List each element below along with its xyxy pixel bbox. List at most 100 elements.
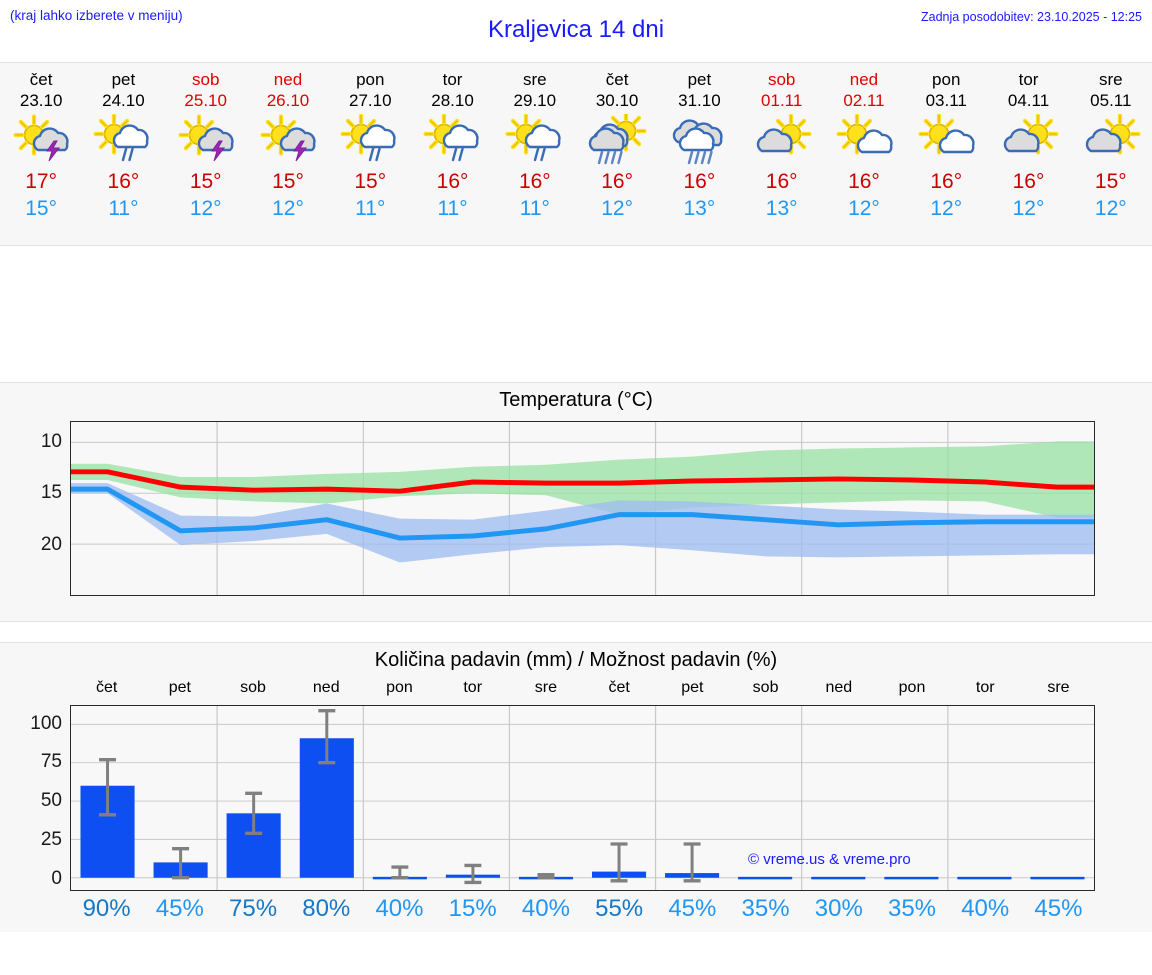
precipitation-x-label: tor — [975, 679, 995, 696]
day-name: tor — [1018, 70, 1039, 89]
precipitation-y-tick: 75 — [40, 751, 62, 773]
day-column[interactable]: ned 26.10 15° 12° — [247, 63, 329, 245]
day-max-temp: 15° — [189, 170, 222, 193]
day-column[interactable]: sob 25.10 15° 12° — [165, 63, 247, 245]
precipitation-y-tick: 0 — [51, 867, 62, 889]
precipitation-x-labels: čet pet sob ned pon tor sre čet pet sob ned pon tor s… — [70, 679, 1095, 697]
day-max-temp: 16° — [765, 170, 798, 193]
precipitation-probability: 35% — [887, 895, 937, 922]
day-column[interactable]: tor 04.11 16° 12° — [987, 63, 1069, 245]
sun-cloud-thunder-icon — [178, 114, 234, 162]
day-max-temp: 16° — [1012, 170, 1045, 193]
sun-cloud-rain-icon — [422, 114, 479, 162]
day-min-temp: 11° — [519, 197, 550, 220]
precipitation-probability: 75% — [229, 895, 278, 922]
day-min-temp: 11° — [437, 197, 468, 220]
day-column[interactable]: tor 28.10 16° 11° — [411, 63, 493, 245]
day-min-temp: 11° — [108, 197, 139, 220]
day-date: 27.10 — [348, 91, 392, 110]
day-name: čet — [605, 70, 629, 89]
day-name: ned — [849, 70, 879, 89]
day-name: sob — [767, 70, 796, 89]
precipitation-probability: 35% — [741, 895, 790, 922]
day-min-temp: 12° — [848, 197, 880, 220]
precipitation-x-label: tor — [463, 679, 483, 696]
precipitation-probability: 80% — [302, 895, 351, 922]
day-column[interactable]: pet 31.10 16° 13° — [658, 63, 740, 245]
precipitation-y-tick: 50 — [40, 790, 62, 812]
day-column[interactable]: sob 01.11 16° 13° — [741, 63, 823, 245]
day-date: 23.10 — [19, 91, 63, 110]
day-column[interactable]: pon 03.11 16° 12° — [905, 63, 987, 245]
day-date: 28.10 — [431, 91, 474, 110]
last-updated-text: Zadnja posodobitev: 23.10.2025 - 12:25 — [920, 10, 1142, 24]
precipitation-probability: 40% — [961, 895, 1010, 922]
day-min-temp: 13° — [765, 197, 798, 220]
day-column[interactable]: sre 29.10 16° 11° — [494, 63, 576, 245]
day-max-temp: 15° — [354, 170, 387, 193]
day-date: 02.11 — [843, 91, 885, 110]
precipitation-probability-row: 90% 45% 75% 80% 40% 15% 40% 55% 45% 35% 30% 35% 40% 4… — [70, 895, 1095, 923]
day-max-temp: 16° — [107, 170, 140, 193]
cloud-sun-icon — [1085, 114, 1141, 155]
precipitation-x-label: pon — [386, 679, 413, 696]
day-max-temp: 16° — [601, 170, 633, 193]
precipitation-x-label: ned — [312, 679, 340, 696]
overcast-heavy-rain-icon — [673, 119, 723, 165]
precipitation-probability: 30% — [814, 895, 863, 922]
precipitation-x-label: pon — [898, 679, 926, 696]
precipitation-probability: 90% — [82, 895, 131, 922]
day-max-temp: 16° — [683, 170, 716, 193]
day-date: 01.11 — [761, 91, 803, 110]
day-date: 26.10 — [266, 91, 310, 110]
precipitation-bar-chart — [71, 706, 1094, 890]
day-name: pet — [111, 70, 136, 89]
precipitation-chart-title: Količina padavin (mm) / Možnost padavin … — [374, 649, 778, 671]
precipitation-chart-block: Količina padavin (mm) / Možnost padavin … — [0, 642, 1152, 932]
day-min-temp: 12° — [272, 197, 304, 220]
day-max-temp: 16° — [518, 170, 551, 193]
day-date: 05.11 — [1090, 91, 1132, 110]
sun-cloud-thunder-icon — [13, 114, 69, 162]
day-max-temp: 15° — [1094, 170, 1127, 193]
sun-cloud-rain-icon — [93, 114, 150, 162]
day-min-temp: 13° — [683, 197, 716, 220]
sun-cloud-icon — [836, 114, 893, 155]
day-name: tor — [442, 70, 463, 89]
day-column[interactable]: ned 02.11 16° 12° — [823, 63, 905, 245]
temperature-y-tick: 20 — [40, 533, 62, 555]
day-min-temp: 12° — [189, 197, 222, 220]
day-max-temp: 17° — [25, 170, 58, 193]
day-max-temp: 16° — [930, 170, 963, 193]
day-date: 30.10 — [595, 91, 639, 110]
day-name: sre — [523, 70, 547, 89]
precipitation-probability: 55% — [595, 895, 644, 922]
day-min-temp: 12° — [601, 197, 633, 220]
precipitation-x-label: sob — [240, 679, 266, 696]
cloud-sun-heavy-rain-icon — [588, 114, 647, 165]
day-column[interactable]: pet 24.10 16° 11° — [82, 63, 164, 245]
menu-hint-text: (kraj lahko izberete v meniju) — [10, 8, 183, 23]
day-min-temp: 12° — [930, 197, 963, 220]
day-column[interactable]: čet 30.10 16° 12° — [576, 63, 658, 245]
precipitation-plot-area — [70, 705, 1095, 891]
cloud-sun-icon — [756, 114, 812, 155]
precipitation-y-tick: 100 — [30, 712, 62, 734]
page-title: Kraljevica 14 dni — [487, 16, 665, 43]
day-column[interactable]: pon 27.10 15° 11° — [329, 63, 411, 245]
precipitation-x-label: ned — [825, 679, 853, 696]
day-min-temp: 15° — [25, 197, 58, 220]
day-column[interactable]: sre 05.11 15° 12° — [1070, 63, 1152, 245]
precipitation-x-label: pet — [168, 679, 191, 696]
day-name: ned — [273, 70, 303, 89]
day-date: 03.11 — [925, 91, 967, 110]
day-min-temp: 12° — [1094, 197, 1127, 220]
day-column[interactable]: čet 23.10 17° 15° — [0, 63, 82, 245]
precipitation-probability: 45% — [668, 895, 717, 922]
precipitation-x-label: čet — [95, 679, 118, 696]
day-date: 31.10 — [678, 91, 721, 110]
precipitation-x-label: čet — [608, 679, 630, 696]
sun-cloud-rain-icon — [505, 114, 561, 162]
precipitation-x-label: sre — [534, 679, 558, 696]
precipitation-probability: 40% — [375, 895, 424, 922]
